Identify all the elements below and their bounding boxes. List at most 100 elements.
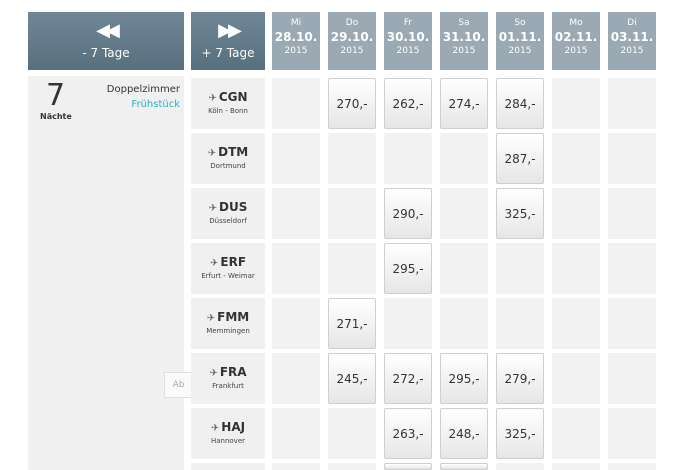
empty-cell	[608, 408, 656, 459]
partial-cell	[440, 463, 488, 470]
airport-code-text: FMM	[217, 310, 250, 324]
price-cell[interactable]: 290,-	[384, 188, 432, 239]
day-year: 2015	[564, 46, 588, 56]
empty-cell	[440, 243, 488, 294]
empty-cell	[272, 78, 320, 129]
day-header: Fr 30.10. 2015	[384, 12, 432, 70]
airplane-icon: ✈	[208, 203, 218, 214]
airport-city: Hannover	[210, 437, 246, 445]
prev-week-label: - 7 Tage	[82, 46, 130, 60]
day-name: So	[514, 18, 526, 28]
airport-dus: ✈ DUS Düsseldorf	[191, 188, 265, 239]
nights-count: 7	[46, 78, 66, 113]
price-cell[interactable]: 274,-	[440, 78, 488, 129]
airport-city: Düsseldorf	[209, 217, 247, 225]
airplane-icon: ✈	[207, 148, 217, 159]
airplane-icon: ✈	[209, 258, 219, 269]
partial-cell	[384, 463, 432, 470]
prev-week-button[interactable]: ◀◀ - 7 Tage	[28, 12, 184, 70]
airplane-icon: ✈	[208, 93, 217, 104]
day-header: Mo 02.11. 2015	[552, 12, 600, 70]
empty-cell	[440, 188, 488, 239]
price-cell[interactable]: 263,-	[384, 408, 432, 459]
empty-cell	[552, 188, 600, 239]
airport-city: Erfurt - Weimar	[201, 272, 255, 280]
airport-city: Dortmund	[210, 162, 246, 170]
price-cell[interactable]: 295,-	[384, 243, 432, 294]
airport-code-text: HAJ	[221, 420, 246, 434]
empty-cell	[440, 133, 488, 184]
empty-cell	[608, 353, 656, 404]
empty-cell	[496, 298, 544, 349]
airplane-icon: ✈	[209, 368, 218, 379]
day-year: 2015	[284, 46, 308, 56]
empty-cell	[608, 298, 656, 349]
airport-code: ✈ DUS	[191, 200, 265, 214]
airport-code-text: FRA	[219, 365, 247, 379]
airport-code: ✈ FRA	[191, 365, 265, 379]
price-cell[interactable]: 262,-	[384, 78, 432, 129]
airplane-icon: ✈	[206, 313, 216, 324]
day-year: 2015	[452, 46, 476, 56]
day-year: 2015	[620, 46, 644, 56]
price-cell[interactable]: 325,-	[496, 188, 544, 239]
room-type: Doppelzimmer	[106, 84, 180, 95]
airport-erf: ✈ ERF Erfurt - Weimar	[191, 243, 265, 294]
empty-cell	[552, 408, 600, 459]
price-cell[interactable]: 271,-	[328, 298, 376, 349]
price-cell[interactable]: 270,-	[328, 78, 376, 129]
price-cell[interactable]: 325,-	[496, 408, 544, 459]
airport-row-partial	[191, 463, 265, 470]
day-date: 29.10.	[330, 30, 374, 44]
empty-cell	[552, 298, 600, 349]
airport-haj: ✈ HAJ Hannover	[191, 408, 265, 459]
empty-cell	[328, 133, 376, 184]
airport-code-text: CGN	[218, 90, 248, 104]
day-date: 28.10.	[274, 30, 318, 44]
airport-fmm: ✈ FMM Memmingen	[191, 298, 265, 349]
day-year: 2015	[508, 46, 532, 56]
empty-cell	[328, 408, 376, 459]
airport-code: ✈ FMM	[191, 310, 265, 324]
airport-fra: ✈ FRA Frankfurt	[191, 353, 265, 404]
empty-cell	[608, 243, 656, 294]
airport-cgn: ✈ CGN Köln - Bonn	[191, 78, 265, 129]
empty-cell	[384, 133, 432, 184]
empty-cell	[328, 243, 376, 294]
airport-city: Memmingen	[206, 327, 250, 335]
day-header: Do 29.10. 2015	[328, 12, 376, 70]
price-cell[interactable]: 284,-	[496, 78, 544, 129]
day-header: So 01.11. 2015	[496, 12, 544, 70]
day-name: Mo	[569, 18, 583, 28]
day-header: Sa 31.10. 2015	[440, 12, 488, 70]
day-date: 30.10.	[386, 30, 430, 44]
day-date: 01.11.	[498, 30, 542, 44]
empty-cell	[608, 188, 656, 239]
day-year: 2015	[340, 46, 364, 56]
empty-cell	[552, 78, 600, 129]
price-cell[interactable]: 272,-	[384, 353, 432, 404]
day-date: 02.11.	[554, 30, 598, 44]
next-week-label: + 7 Tage	[201, 46, 255, 60]
price-cell[interactable]: 245,-	[328, 353, 376, 404]
partial-cell	[272, 463, 320, 470]
next-week-button[interactable]: ▶▶ + 7 Tage	[191, 12, 265, 70]
airport-code-text: DTM	[218, 145, 249, 159]
board-type-link[interactable]: Frühstück	[131, 99, 180, 110]
partial-cell	[608, 463, 656, 470]
airport-code: ✈ DTM	[191, 145, 265, 159]
day-header: Mi 28.10. 2015	[272, 12, 320, 70]
empty-cell	[552, 243, 600, 294]
day-year: 2015	[396, 46, 420, 56]
price-cell[interactable]: 295,-	[440, 353, 488, 404]
empty-cell	[272, 188, 320, 239]
day-name: Mi	[290, 18, 302, 28]
price-cell[interactable]: 248,-	[440, 408, 488, 459]
day-header: Di 03.11. 2015	[608, 12, 656, 70]
empty-cell	[552, 133, 600, 184]
airport-code: ✈ HAJ	[191, 420, 265, 434]
airport-code-text: ERF	[220, 255, 247, 269]
side-tab[interactable]: Ab	[164, 372, 192, 398]
price-cell[interactable]: 287,-	[496, 133, 544, 184]
price-cell[interactable]: 279,-	[496, 353, 544, 404]
